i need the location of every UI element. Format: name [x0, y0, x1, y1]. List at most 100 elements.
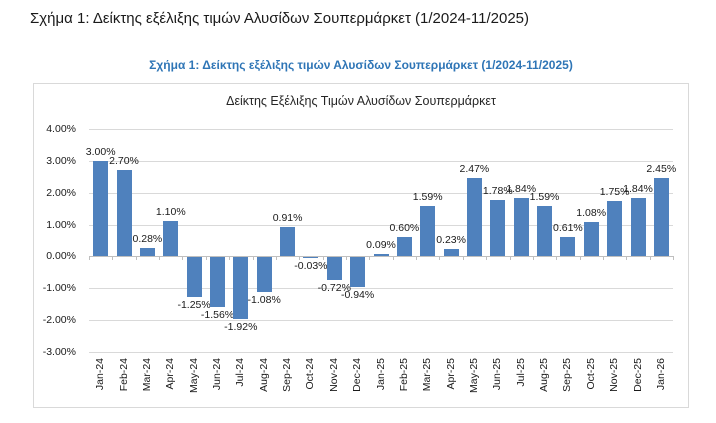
- bar-Dec-24: [350, 257, 366, 288]
- x-axis-category-label: Aug-25: [538, 358, 550, 392]
- x-axis-tick: [626, 256, 628, 261]
- bar-Oct-24: [303, 257, 319, 259]
- x-axis-line: [89, 256, 673, 258]
- x-axis-tick: [205, 256, 207, 261]
- x-axis-category-label: Jun-25: [491, 358, 504, 391]
- x-axis-tick: [369, 256, 371, 261]
- bar-Nov-25: [607, 200, 623, 257]
- bar-Dec-25: [630, 197, 646, 257]
- y-axis-tick-label: 1.00%: [46, 218, 76, 231]
- bar-Jun-24: [210, 257, 225, 308]
- bar-Jul-24: [233, 257, 249, 319]
- bar-Jan-24: [93, 160, 109, 257]
- bar-Oct-25: [583, 222, 599, 257]
- bar-Mar-24: [139, 247, 155, 257]
- x-axis-category-label: Mar-24: [140, 358, 153, 392]
- bar-Jun-25: [490, 199, 506, 257]
- x-axis-category-label: Feb-24: [117, 358, 130, 392]
- bar-chart: Δείκτης Εξέλιξης Τιμών Αλυσίδων Σουπερμά…: [33, 83, 689, 408]
- bar-Aug-24: [256, 257, 272, 292]
- y-axis-tick-label: 3.00%: [46, 154, 76, 167]
- bar-Feb-25: [396, 237, 412, 257]
- chart-title: Δείκτης Εξέλιξης Τιμών Αλυσίδων Σουπερμά…: [226, 94, 496, 108]
- x-axis-category-label: Oct-25: [584, 358, 597, 390]
- bar-Jan-26: [653, 178, 669, 257]
- x-axis-tick: [275, 256, 277, 261]
- x-axis-tick: [602, 256, 604, 261]
- x-axis-tick: [649, 256, 651, 261]
- x-axis-tick: [673, 256, 674, 261]
- x-axis-category-label: Nov-25: [608, 358, 621, 392]
- figure-caption: Σχήμα 1: Δείκτης εξέλιξης τιμών Αλυσίδων…: [149, 58, 573, 72]
- x-axis-tick: [182, 256, 184, 261]
- x-axis-category-label: Apr-24: [164, 358, 177, 390]
- bar-May-24: [186, 257, 202, 298]
- gridline: [89, 129, 673, 130]
- x-axis-category-label: Oct-24: [304, 358, 317, 390]
- bar-value-label: -1.92%: [224, 320, 258, 333]
- x-axis-tick: [392, 256, 394, 261]
- x-axis-tick: [322, 256, 324, 261]
- bar-value-label: 1.08%: [576, 207, 607, 219]
- x-axis-category-label: May-25: [467, 358, 480, 394]
- gridline: [89, 160, 673, 162]
- bar-value-label: 1.84%: [623, 182, 653, 195]
- x-axis-tick: [252, 256, 254, 261]
- x-axis-category-label: Jul-24: [234, 358, 247, 387]
- x-axis-category-label: May-24: [187, 358, 200, 394]
- x-axis-category-label: Nov-24: [327, 358, 340, 392]
- x-axis-tick: [346, 256, 347, 261]
- bar-Apr-24: [163, 221, 179, 257]
- x-axis-tick: [89, 256, 90, 261]
- x-axis-tick: [112, 256, 114, 261]
- x-axis-category-label: Sep-24: [281, 358, 294, 392]
- bar-value-label: 0.28%: [132, 232, 163, 245]
- y-axis-tick-label: 2.00%: [46, 186, 76, 199]
- gridline: [89, 288, 673, 290]
- bar-Nov-24: [326, 257, 342, 281]
- bar-Jan-25: [373, 253, 389, 257]
- bar-value-label: 0.61%: [553, 222, 583, 234]
- bar-Aug-25: [537, 205, 552, 257]
- x-axis-category-label: Mar-25: [421, 358, 434, 392]
- x-axis-category-label: Jul-25: [514, 358, 527, 387]
- y-axis-tick-label: 4.00%: [46, 123, 76, 135]
- bar-Sep-24: [280, 227, 296, 257]
- x-axis-category-label: Jan-26: [654, 358, 667, 391]
- y-axis-tick-label: 0.00%: [46, 250, 76, 263]
- bar-value-label: 0.60%: [389, 222, 420, 235]
- x-axis-tick: [532, 256, 534, 261]
- x-axis-tick: [229, 256, 231, 261]
- x-axis-tick: [159, 256, 161, 261]
- x-axis-tick: [509, 256, 511, 261]
- page-heading: Σχήμα 1: Δείκτης εξέλιξης τιμών Αλυσίδων…: [30, 10, 530, 27]
- bar-Sep-25: [560, 237, 576, 257]
- x-axis-category-label: Jun-24: [211, 358, 223, 391]
- x-axis-tick: [416, 256, 417, 261]
- x-axis-tick: [439, 256, 441, 261]
- x-axis-category-label: Apr-25: [444, 358, 457, 390]
- x-axis-category-label: Aug-24: [257, 358, 270, 392]
- bar-value-label: -0.94%: [340, 289, 375, 302]
- x-axis-tick: [462, 256, 464, 261]
- x-axis-category-label: Feb-25: [397, 358, 410, 392]
- bar-value-label: 0.23%: [436, 234, 466, 247]
- bar-value-label: -0.72%: [317, 282, 351, 295]
- bar-value-label: 1.84%: [506, 182, 537, 195]
- bar-May-25: [466, 177, 482, 257]
- bar-value-label: 1.59%: [529, 190, 560, 203]
- bar-value-label: 2.70%: [109, 155, 139, 168]
- bar-value-label: 1.59%: [412, 190, 443, 203]
- y-axis-tick-label: -2.00%: [42, 314, 76, 327]
- x-axis-tick: [579, 256, 581, 261]
- bar-value-label: 0.91%: [272, 212, 303, 225]
- x-axis-category-label: Dec-25: [631, 358, 644, 392]
- x-axis-category-label: Sep-25: [561, 358, 574, 392]
- x-axis-category-label: Dec-24: [351, 358, 364, 392]
- bar-value-label: -1.08%: [247, 293, 281, 306]
- bar-value-label: 1.10%: [155, 206, 186, 219]
- bar-value-label: 0.09%: [366, 238, 396, 251]
- bar-value-label: -0.03%: [294, 260, 328, 273]
- x-axis-category-label: Jan-24: [94, 358, 107, 391]
